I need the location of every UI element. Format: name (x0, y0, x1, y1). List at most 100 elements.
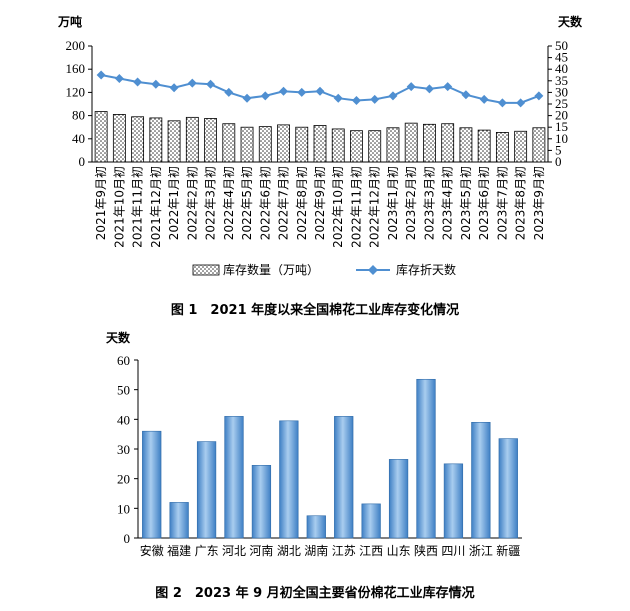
chart1-x-tick-label: 2023年3月初 (422, 166, 436, 240)
chart1-right-tick-label: 50 (555, 38, 568, 53)
chart1-line-point (443, 82, 453, 92)
chart1-x-tick-label: 2022年8月初 (295, 166, 309, 240)
chart1-right-tick-label: 40 (555, 61, 568, 76)
chart1-bar (495, 132, 509, 163)
chart1-x-tick-label: 2022年4月初 (222, 166, 236, 240)
chart1-x-tick-label: 2021年11月初 (131, 166, 145, 248)
chart1-line-point (497, 98, 507, 108)
chart1-bar (368, 130, 382, 163)
chart2-y-tick-label: 20 (117, 472, 130, 487)
chart2-x-tick-label: 江苏 (332, 544, 356, 558)
chart2-bar (279, 420, 299, 539)
chart2-x-tick-label: 浙江 (469, 544, 493, 558)
chart1-left-tick-label: 160 (66, 61, 86, 76)
chart1-left-tick-label: 120 (66, 84, 86, 99)
chart1-caption: 图 1 2021 年度以来全国棉花工业库存变化情况 (171, 302, 459, 318)
chart1-line-point (406, 82, 416, 92)
chart1-x-tick-label: 2022年6月初 (258, 166, 272, 240)
chart1-right-tick-label: 25 (555, 96, 568, 111)
chart1-x-tick-label: 2022年10月初 (331, 166, 345, 248)
chart2-bar (388, 459, 409, 539)
chart1-x-tick-label: 2023年2月初 (404, 166, 418, 240)
chart1-x-ticks: 2021年9月初 2021年10月初 2021年11月初 2021年12月初 2022年… (94, 166, 546, 248)
chart1-bar (386, 127, 400, 163)
chart1-line-point (351, 96, 361, 106)
chart1-line-point (297, 87, 307, 97)
chart1-bar (131, 116, 145, 163)
chart2-bar (443, 463, 464, 539)
chart2-bar (142, 430, 162, 539)
chart2-x-tick-label: 陕西 (414, 543, 438, 558)
chart2-bar (416, 378, 436, 539)
chart1-line-point (424, 84, 434, 94)
chart2: 天数 0 10 20 30 40 50 60 安徽 福建 广东 河北 河南 湖北 湖南 江苏 江西 山东 陕西四… (106, 330, 522, 601)
legend-bar-swatch (192, 264, 220, 276)
chart1-x-tick-label: 2023年8月初 (514, 166, 528, 240)
chart2-x-tick-label: 广东 (195, 544, 219, 558)
chart1-bar (277, 124, 290, 163)
chart1-line-point (206, 79, 216, 89)
legend-line-label: 库存折天数 (396, 262, 456, 277)
chart1-line-point (260, 91, 270, 101)
chart1-x-tick-label: 2023年9月初 (532, 166, 546, 240)
chart2-bars (142, 378, 518, 539)
chart1-line-point (133, 77, 143, 87)
chart1-bars (94, 111, 546, 163)
chart2-bar (498, 438, 518, 539)
chart1-bar (149, 117, 163, 163)
chart1-x-tick-label: 2022年12月初 (368, 166, 382, 248)
chart1-x-tick-label: 2022年11月初 (349, 166, 363, 248)
chart1-bar (240, 126, 254, 163)
chart1-line-point (479, 94, 489, 104)
chart2-y-ticks: 0 10 20 30 40 50 60 (117, 353, 138, 546)
chart1-bar (532, 127, 546, 163)
chart1-bar (204, 118, 217, 163)
chart2-bar (306, 515, 326, 539)
chart1-bar (112, 114, 126, 163)
chart1-right-tick-label: 15 (555, 119, 568, 134)
chart1-right-tick-label: 45 (555, 50, 568, 65)
chart2-caption: 图 2 2023 年 9 月初全国主要省份棉花工业库存情况 (155, 585, 474, 601)
chart1-line-point (333, 93, 343, 103)
chart2-x-tick-label: 安徽 (140, 543, 164, 558)
chart2-y-tick-label: 40 (117, 412, 130, 427)
chart1-bar (441, 123, 455, 163)
chart1-bar (477, 129, 491, 163)
chart2-y-tick-label: 60 (117, 353, 130, 368)
chart1-x-tick-label: 2022年5月初 (240, 166, 254, 240)
chart1-right-tick-label: 5 (555, 142, 562, 157)
chart1-bar (423, 123, 436, 163)
chart1-legend: 库存数量（万吨） 库存折天数 (192, 262, 456, 277)
chart2-bar (169, 502, 189, 539)
chart1-x-tick-label: 2023年1月初 (386, 166, 400, 240)
chart2-bar (224, 416, 244, 539)
legend-line-marker (368, 265, 378, 275)
chart1-bar (350, 130, 363, 163)
chart1-right-tick-label: 0 (555, 154, 562, 169)
chart1-x-tick-label: 2021年9月初 (94, 166, 108, 240)
chart1-right-tick-label: 35 (555, 73, 568, 88)
chart1-left-ticks: 0 40 80 120 160 200 (66, 38, 92, 169)
chart2-y-tick-label: 10 (117, 501, 130, 516)
chart1-line-point (187, 78, 197, 88)
chart1-line-point (516, 98, 526, 108)
chart1-right-tick-label: 10 (555, 131, 568, 146)
chart2-x-tick-label: 湖南 (304, 543, 328, 558)
chart1-line-point (315, 86, 325, 96)
chart1-line-point (169, 83, 179, 93)
chart1-x-tick-label: 2023年5月初 (459, 166, 473, 240)
chart2-bar (251, 465, 272, 539)
chart1-left-tick-label: 80 (72, 108, 85, 123)
chart1-line-point (388, 91, 398, 101)
chart1-x-tick-label: 2022年2月初 (185, 166, 199, 240)
chart1-bar (404, 122, 418, 163)
chart2-x-ticks: 安徽 福建 广东 河北 河南 湖北 湖南 江苏 江西 山东 陕西 四川 浙江 新疆 (140, 543, 521, 558)
chart1-line-point (370, 94, 380, 104)
chart1-line-point (151, 79, 161, 89)
chart1-left-unit: 万吨 (57, 14, 82, 29)
chart1-x-tick-label: 2023年7月初 (495, 166, 509, 240)
chart2-x-tick-label: 四川 (441, 544, 465, 558)
